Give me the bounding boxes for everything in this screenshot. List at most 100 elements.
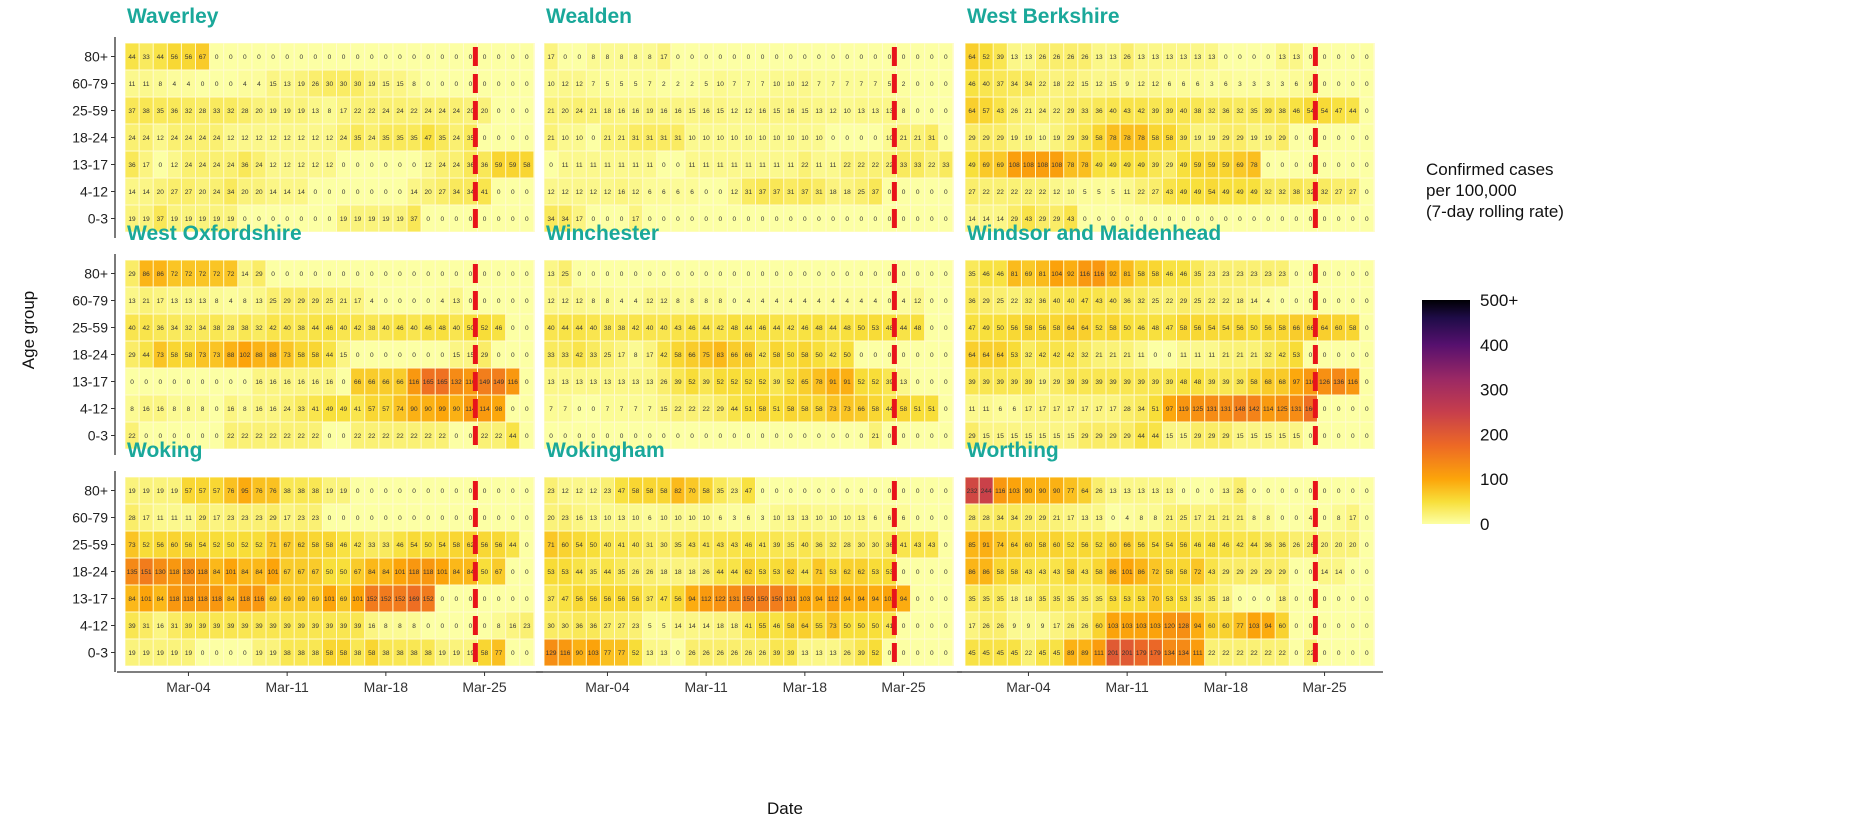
cell-value: 0 — [944, 433, 948, 440]
cell-value: 39 — [997, 54, 1005, 61]
cell-value: 19 — [453, 650, 461, 657]
cell-value: 0 — [158, 162, 162, 169]
heatmap-cell — [572, 151, 586, 178]
cell-value: 0 — [469, 81, 473, 88]
cell-value: 21 — [1208, 515, 1216, 522]
cell-value: 34 — [199, 325, 207, 332]
cell-value: 66 — [858, 406, 866, 413]
cell-value: 0 — [902, 433, 906, 440]
cell-value: 13 — [547, 379, 555, 386]
heatmap-cell — [558, 43, 572, 70]
cell-value: 71 — [269, 542, 277, 549]
cell-value: 134 — [1178, 650, 1189, 657]
cell-value: 22 — [284, 433, 292, 440]
cell-value: 58 — [801, 352, 809, 359]
heatmap-cell — [586, 97, 600, 124]
cell-value: 0 — [916, 352, 920, 359]
cell-value: 30 — [340, 81, 348, 88]
cell-value: 6 — [648, 515, 652, 522]
cell-value: 0 — [1295, 650, 1299, 657]
heatmap-cell — [520, 178, 534, 205]
cell-value: 15 — [1180, 433, 1188, 440]
cell-value: 46 — [1293, 108, 1301, 115]
cell-value: 0 — [944, 488, 948, 495]
cell-value: 0 — [271, 54, 275, 61]
cell-value: 0 — [1337, 406, 1341, 413]
cell-value: 24 — [255, 162, 263, 169]
cell-value: 56 — [1265, 325, 1273, 332]
heatmap-cell — [657, 70, 671, 97]
cell-value: 56 — [1194, 325, 1202, 332]
cell-value: 0 — [525, 54, 529, 61]
cell-value: 0 — [455, 488, 459, 495]
cell-value: 58 — [1279, 325, 1287, 332]
heatmap-cell — [492, 151, 506, 178]
cell-value: 0 — [525, 216, 529, 223]
cell-value: 0 — [1309, 54, 1313, 61]
cell-value: 0 — [944, 406, 948, 413]
heatmap-cell — [167, 178, 181, 205]
cell-value: 0 — [1365, 135, 1369, 142]
cell-value: 67 — [284, 542, 292, 549]
heatmap-cell — [365, 43, 379, 70]
cell-value: 13 — [1011, 54, 1019, 61]
cell-value: 86 — [1109, 569, 1117, 576]
heatmap-cell — [153, 70, 167, 97]
heatmap-cell — [826, 151, 840, 178]
cell-value: 32 — [255, 325, 263, 332]
cell-value: 19 — [354, 216, 362, 223]
cell-value: 118 — [211, 596, 222, 603]
heatmap-cell — [784, 124, 798, 151]
cell-value: 0 — [130, 379, 134, 386]
cell-value: 97 — [1166, 406, 1174, 413]
cell-value: 15 — [453, 352, 461, 359]
cell-value: 29 — [1222, 433, 1230, 440]
cell-value: 26 — [1236, 488, 1244, 495]
cell-value: 59 — [495, 162, 503, 169]
panel-title: Worthing — [967, 439, 1059, 462]
cell-value: 0 — [497, 271, 501, 278]
heatmap-cell — [407, 151, 421, 178]
cell-value: 25 — [1152, 298, 1160, 305]
cell-value: 67 — [199, 54, 207, 61]
cell-value: 15 — [382, 81, 390, 88]
cell-value: 58 — [703, 488, 711, 495]
cell-value: 8 — [412, 623, 416, 630]
cell-value: 39 — [298, 623, 306, 630]
cell-value: 0 — [930, 488, 934, 495]
cell-value: 6 — [1182, 81, 1186, 88]
cell-value: 8 — [620, 54, 624, 61]
heatmap-cell — [421, 97, 435, 124]
cell-value: 24 — [439, 162, 447, 169]
cell-value: 0 — [440, 488, 444, 495]
cell-value: 22 — [1039, 189, 1047, 196]
cell-value: 39 — [1081, 135, 1089, 142]
cell-value: 0 — [944, 54, 948, 61]
cell-value: 18 — [1236, 298, 1244, 305]
heatmap-cell — [435, 151, 449, 178]
cell-value: 67 — [284, 569, 292, 576]
cell-value: 35 — [1194, 271, 1202, 278]
cell-value: 0 — [469, 623, 473, 630]
cell-value: 0 — [888, 216, 892, 223]
cell-value: 58 — [872, 406, 880, 413]
cell-value: 24 — [453, 162, 461, 169]
cell-value: 64 — [1067, 325, 1075, 332]
heatmap-cell — [657, 124, 671, 151]
cell-value: 0 — [1266, 216, 1270, 223]
cell-value: 0 — [525, 650, 529, 657]
cell-value: 4 — [243, 81, 247, 88]
heatmap-cell — [840, 70, 854, 97]
cell-value: 39 — [1265, 108, 1273, 115]
cell-value: 0 — [215, 406, 219, 413]
cell-value: 0 — [525, 298, 529, 305]
cell-value: 39 — [326, 623, 334, 630]
cell-value: 54 — [576, 542, 584, 549]
cell-value: 0 — [511, 108, 515, 115]
x-tick-label: Mar-11 — [684, 679, 728, 695]
cell-value: 32 — [185, 325, 193, 332]
cell-value: 0 — [511, 216, 515, 223]
reference-line-segment — [1312, 535, 1318, 554]
cell-value: 0 — [930, 54, 934, 61]
cell-value: 5 — [662, 623, 666, 630]
